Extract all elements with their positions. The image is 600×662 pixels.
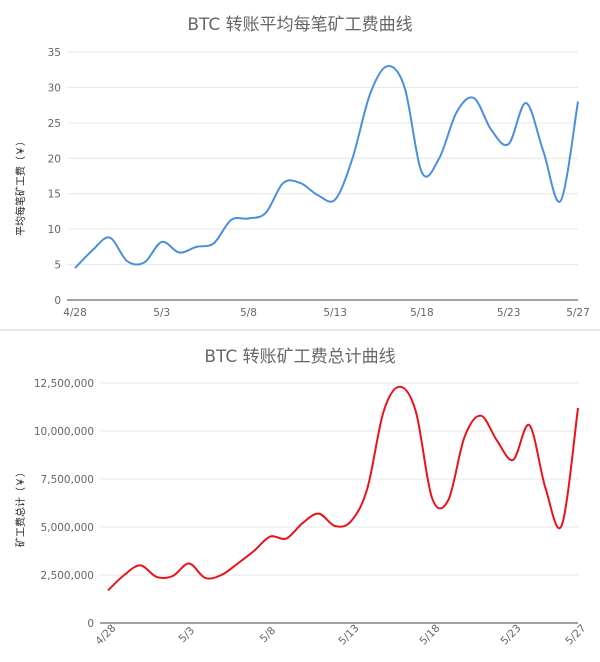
y-tick-label: 15 [48,189,61,201]
y-tick-label: 35 [48,47,61,59]
total-fee-chart: BTC 转账矿工费总计曲线 矿工费总计（￥） 0 2,500,000 5,000,0… [14,347,588,647]
y-tick-label: 0 [87,618,94,630]
y-tick-label: 20 [48,153,61,165]
series-line [107,385,579,592]
y-tick-label: 25 [48,118,61,130]
y-tick-label: 7,500,000 [41,474,94,486]
x-tick-label: 5/18 [410,307,434,319]
chart-title: BTC 转账平均每笔矿工费曲线 [187,15,412,35]
y-tick-label: 12,500,000 [34,378,94,390]
y-tick-label: 2,500,000 [41,570,94,582]
x-tick-label: 5/3 [177,625,197,645]
y-tick-label: 10,000,000 [34,426,94,438]
x-tick-label: 5/8 [258,625,278,645]
average-fee-chart: BTC 转账平均每笔矿工费曲线 平均每笔矿工费（￥） 0 5 10 15 20 25 30 3… [14,15,590,319]
x-tick-label: 5/18 [417,622,442,647]
y-tick-label: 5 [54,260,61,272]
x-tick-label: 5/3 [153,307,170,319]
x-tick-label: 5/13 [323,307,347,319]
y-tick-label: 30 [48,82,61,94]
y-axis-label: 矿工费总计（￥） [14,467,27,547]
series-line [74,65,579,269]
x-tick-label: 5/23 [497,307,521,319]
chart-title: BTC 转账矿工费总计曲线 [204,347,395,367]
x-tick-label: 4/28 [93,622,118,647]
y-axis-label: 平均每笔矿工费（￥） [14,136,27,236]
x-tick-label: 5/27 [563,622,588,647]
x-tick-label: 5/13 [336,622,361,647]
y-tick-label: 0 [54,295,61,307]
x-tick-label: 5/27 [566,307,590,319]
x-tick-label: 5/8 [240,307,257,319]
y-tick-label: 5,000,000 [41,522,94,534]
x-tick-label: 5/23 [498,622,523,647]
y-tick-label: 10 [48,224,61,236]
x-tick-label: 4/28 [63,307,87,319]
